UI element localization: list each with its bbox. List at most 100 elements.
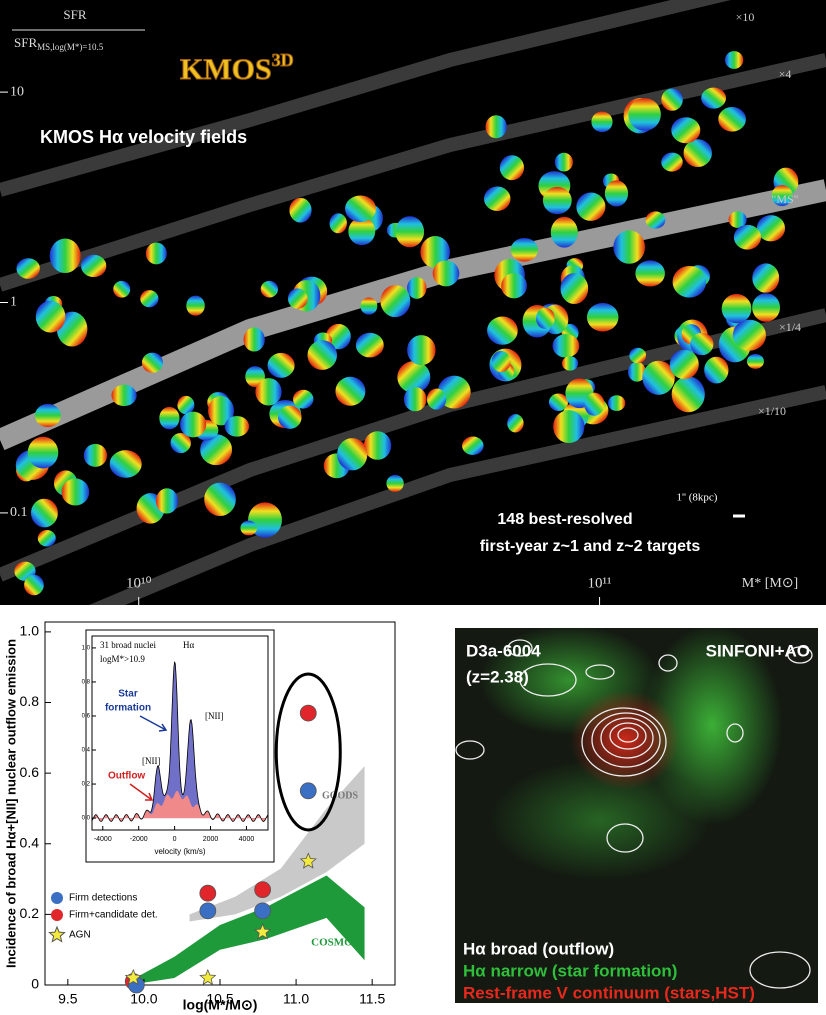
velocity-field <box>308 340 338 370</box>
velocity-field <box>433 260 460 286</box>
velocity-field <box>36 301 66 333</box>
velocity-field <box>747 354 764 369</box>
velocity-field <box>360 297 377 314</box>
panel-text: (z=2.38) <box>466 667 529 686</box>
inset-text: logM*>10.9 <box>100 654 145 664</box>
scale-label: 1'' (8kpc) <box>677 492 718 504</box>
velocity-field <box>225 416 249 437</box>
velocity-field <box>407 335 435 365</box>
velocity-field <box>255 378 281 405</box>
velocity-field <box>50 239 81 273</box>
point <box>200 903 216 919</box>
velocity-field <box>35 404 61 427</box>
inset-text: 31 broad nuclei <box>100 640 156 650</box>
y-label-den: SFR <box>14 35 37 50</box>
panel-text: D3a-6004 <box>466 641 541 660</box>
y-tick-label: 0.1 <box>10 505 28 520</box>
velocity-field <box>487 317 518 345</box>
velocity-field <box>335 377 365 406</box>
inset-x-tick-label: 2000 <box>203 836 219 843</box>
velocity-field <box>670 350 699 379</box>
velocity-field <box>177 396 194 414</box>
velocity-field <box>591 112 612 133</box>
x-tick-label: 10¹⁰ <box>126 575 152 591</box>
velocity-field <box>159 407 179 430</box>
velocity-field <box>28 437 59 469</box>
velocity-field <box>734 225 761 250</box>
velocity-field <box>587 303 619 332</box>
velocity-field <box>555 153 573 172</box>
inset-y-tick-label: 0.8 <box>82 680 91 686</box>
inset-x-label: velocity (km/s) <box>154 847 205 856</box>
velocity-field <box>492 351 511 372</box>
title: KMOS Hα velocity fields <box>40 127 247 147</box>
velocity-field <box>113 281 130 298</box>
y-label-sub: MS,log(M*)=10.5 <box>37 42 104 52</box>
y-tick-label: 0.6 <box>20 764 40 780</box>
velocity-field <box>605 180 628 206</box>
velocity-field <box>752 293 780 322</box>
velocity-field <box>551 217 578 248</box>
velocity-field <box>84 444 107 467</box>
inset-y-tick-label: 0.2 <box>82 782 91 788</box>
velocity-field <box>628 98 661 131</box>
x-tick-label: 9.5 <box>58 991 78 1007</box>
area-label: GOODS <box>322 790 359 801</box>
panel-text: Hα narrow (star formation) <box>463 961 677 980</box>
point <box>200 885 216 901</box>
velocity-field <box>635 260 665 286</box>
y-tick-label: 0.4 <box>20 834 40 850</box>
velocity-field <box>427 389 446 410</box>
inset-y-tick-label: 1.0 <box>82 645 91 651</box>
y-tick-label: 0.8 <box>20 693 40 709</box>
velocity-field <box>646 211 666 228</box>
legend-label: AGN <box>69 930 91 941</box>
inset-text: Outflow <box>108 771 145 782</box>
logo-sup: 3D <box>272 50 294 70</box>
velocity-field <box>661 89 683 111</box>
velocity-field <box>142 353 163 373</box>
velocity-field <box>244 327 265 351</box>
logo-text: KMOS <box>180 53 272 86</box>
annotation: first-year z~1 and z~2 targets <box>480 538 701 555</box>
x-label: log(M*/M⊙) <box>183 997 258 1013</box>
x-tick-label: 11.5 <box>359 991 385 1007</box>
band-label: ×1/4 <box>779 320 801 334</box>
velocity-field <box>576 193 605 221</box>
annotation: 148 best-resolved <box>497 511 632 528</box>
velocity-field <box>380 285 410 317</box>
velocity-field <box>24 575 44 596</box>
inset-text: Star <box>118 689 138 700</box>
legend-label: Firm detections <box>69 893 137 904</box>
y-tick-label: 10 <box>10 84 24 99</box>
velocity-field <box>704 357 728 384</box>
velocity-field <box>484 186 510 210</box>
velocity-field <box>146 243 167 265</box>
velocity-field <box>701 88 726 109</box>
velocity-field <box>553 334 580 358</box>
velocity-field <box>404 387 427 411</box>
velocity-field <box>543 187 572 214</box>
velocity-field <box>110 450 142 478</box>
inset-x-tick-label: -2000 <box>130 836 148 843</box>
velocity-field <box>733 320 766 351</box>
inset-x-tick-label: -4000 <box>94 836 112 843</box>
velocity-field <box>330 213 347 233</box>
inset-y-tick-label: 0.4 <box>82 748 91 754</box>
velocity-field <box>186 296 205 316</box>
velocity-field <box>278 406 302 429</box>
velocity-field <box>613 230 645 263</box>
velocity-field <box>81 255 106 277</box>
velocity-field <box>684 139 712 167</box>
velocity-field <box>261 281 278 298</box>
legend-marker <box>51 909 63 921</box>
inset-text: [NII] <box>142 756 161 766</box>
velocity-field <box>364 431 391 460</box>
inset-text: formation <box>105 703 151 714</box>
panel-text: Rest-frame V continuum (stars,HST) <box>463 983 755 1002</box>
velocity-field <box>38 530 56 547</box>
velocity-field <box>395 216 424 247</box>
velocity-field <box>180 412 206 438</box>
velocity-field <box>507 414 523 432</box>
point <box>255 882 271 898</box>
